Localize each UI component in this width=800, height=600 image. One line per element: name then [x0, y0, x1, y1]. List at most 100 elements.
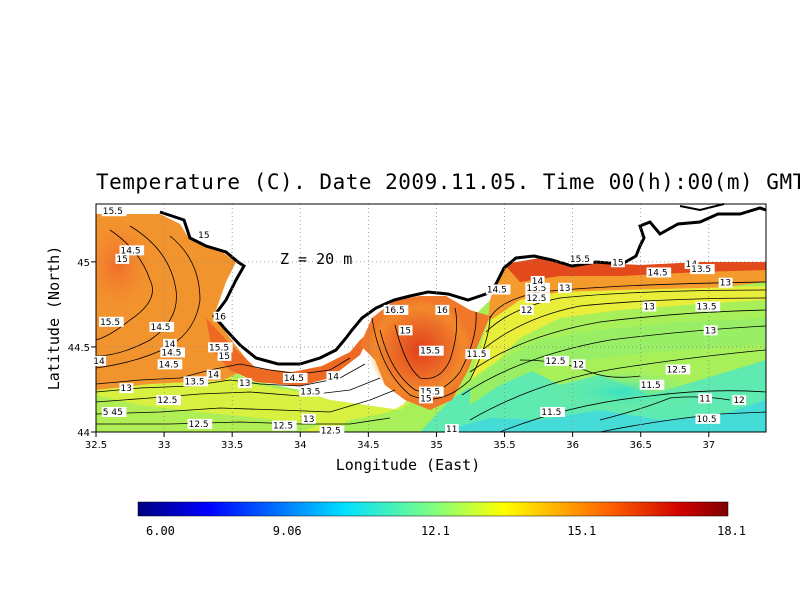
svg-text:14.5: 14.5: [487, 285, 507, 295]
contour-label: 14.5: [119, 245, 145, 256]
svg-text:15: 15: [400, 326, 411, 336]
svg-text:14: 14: [164, 340, 176, 350]
contour-label: 16.5: [383, 304, 409, 316]
contour-label: 12.5: [544, 355, 569, 367]
x-tick-label: 35.5: [493, 440, 515, 451]
x-tick-label: 36: [566, 440, 579, 451]
contour-label: 13: [237, 378, 252, 389]
contour-label: 11.5: [540, 406, 565, 418]
svg-text:16.5: 16.5: [385, 306, 405, 316]
svg-text:16: 16: [214, 313, 226, 323]
contour-label: 14: [206, 369, 221, 381]
y-tick-label: 44.5: [68, 343, 90, 354]
contour-label: 12.5: [187, 418, 213, 430]
contour-label: 12: [571, 359, 586, 370]
contour-label: 14.5: [157, 359, 183, 370]
svg-text:15.5: 15.5: [103, 207, 123, 217]
svg-text:11: 11: [446, 425, 457, 435]
contour-label: 14.5: [282, 372, 308, 384]
contour-label: 15.5: [99, 316, 124, 328]
contour-label: 13.5: [183, 376, 209, 387]
y-tick-label: 45: [77, 258, 90, 269]
contour-label: 13: [642, 301, 657, 312]
svg-text:10.5: 10.5: [697, 415, 717, 425]
svg-text:12.5: 12.5: [545, 357, 565, 367]
contour-label: 12.5: [665, 364, 691, 375]
coastline: [159, 206, 767, 366]
svg-text:15: 15: [198, 231, 209, 241]
contour-label: 14.5: [160, 347, 185, 358]
svg-text:13.5: 13.5: [185, 377, 205, 387]
svg-text:13: 13: [303, 415, 314, 425]
svg-text:12.5: 12.5: [667, 365, 687, 375]
svg-text:13: 13: [239, 379, 250, 389]
x-tick-label: 33.5: [221, 440, 243, 451]
svg-text:13: 13: [720, 279, 731, 289]
contour-label: 12: [732, 395, 747, 406]
x-axis-title: Longitude (East): [336, 456, 481, 474]
plot-frame: [95, 203, 767, 433]
contour-label: 12: [519, 304, 534, 316]
contour-label: 11.5: [465, 349, 491, 360]
svg-text:15: 15: [612, 258, 623, 268]
svg-text:13: 13: [121, 384, 132, 394]
svg-text:12.5: 12.5: [273, 422, 293, 432]
contour-label: 15.5: [419, 386, 444, 398]
contour-label: 12.5: [272, 420, 297, 432]
svg-text:14.5: 14.5: [121, 246, 141, 256]
contour-label: 11.5: [639, 379, 665, 391]
svg-text:14: 14: [328, 372, 340, 382]
contour-label: 13: [301, 413, 316, 425]
contour-label: 16: [213, 311, 228, 323]
svg-text:12: 12: [573, 360, 584, 370]
contour-label: 11: [444, 424, 459, 435]
svg-text:13: 13: [705, 326, 716, 336]
svg-text:12.5: 12.5: [321, 427, 341, 437]
colorbar-tick-label: 15.1: [567, 524, 596, 538]
contour-label: 14: [163, 338, 177, 350]
contour-label: 13.5: [299, 386, 324, 398]
svg-text:12.5: 12.5: [189, 420, 209, 430]
svg-text:14: 14: [93, 357, 105, 367]
svg-text:15: 15: [116, 255, 127, 265]
contour-label: 15: [419, 393, 433, 404]
contour-label: 15: [398, 325, 413, 336]
contour-label: 15: [115, 253, 130, 265]
contour-label: 5 45: [101, 406, 127, 418]
svg-text:13.5: 13.5: [300, 388, 320, 398]
svg-text:12: 12: [521, 306, 532, 316]
svg-text:14.5: 14.5: [161, 348, 181, 358]
colorbar-tick-label: 12.1: [421, 524, 450, 538]
contour-label: 13.5: [525, 282, 550, 294]
contour-label: 14: [530, 275, 545, 287]
contour-label: 13: [119, 383, 134, 394]
svg-text:12: 12: [733, 396, 744, 406]
svg-text:12.5: 12.5: [526, 294, 546, 304]
svg-text:14: 14: [532, 277, 544, 287]
contour-label: 15: [217, 350, 232, 362]
svg-text:12.5: 12.5: [157, 396, 177, 406]
contour-label: 12.5: [525, 292, 550, 304]
x-tick-label: 32.5: [85, 440, 107, 451]
contour-label: 15: [611, 257, 625, 268]
contour-labels: 15.514.5151515.514.51414.514.51615.51514…: [92, 206, 747, 437]
contour-label: 12.5: [319, 425, 345, 437]
contour-label: 13: [558, 282, 572, 294]
svg-text:16: 16: [436, 306, 448, 316]
contour-label: 11: [698, 393, 713, 404]
chart-title: Temperature (C). Date 2009.11.05. Time 0…: [96, 170, 800, 194]
contour-label: 14: [326, 371, 341, 382]
x-tick-label: 34.5: [357, 440, 379, 451]
contour-label: 13.5: [690, 264, 715, 275]
contour-label: 16: [435, 304, 450, 316]
contour-label: 12.5: [156, 395, 181, 406]
svg-text:15.5: 15.5: [100, 318, 120, 328]
svg-text:5 45: 5 45: [103, 408, 123, 418]
depth-label: Z = 20 m: [280, 250, 352, 268]
contour-label: 15.5: [419, 345, 444, 357]
y-axis-title: Latitude (North): [45, 246, 63, 391]
x-tick-label: 36.5: [630, 440, 652, 451]
svg-text:11.5: 11.5: [541, 408, 561, 418]
contour-label: 15.5: [101, 206, 127, 217]
